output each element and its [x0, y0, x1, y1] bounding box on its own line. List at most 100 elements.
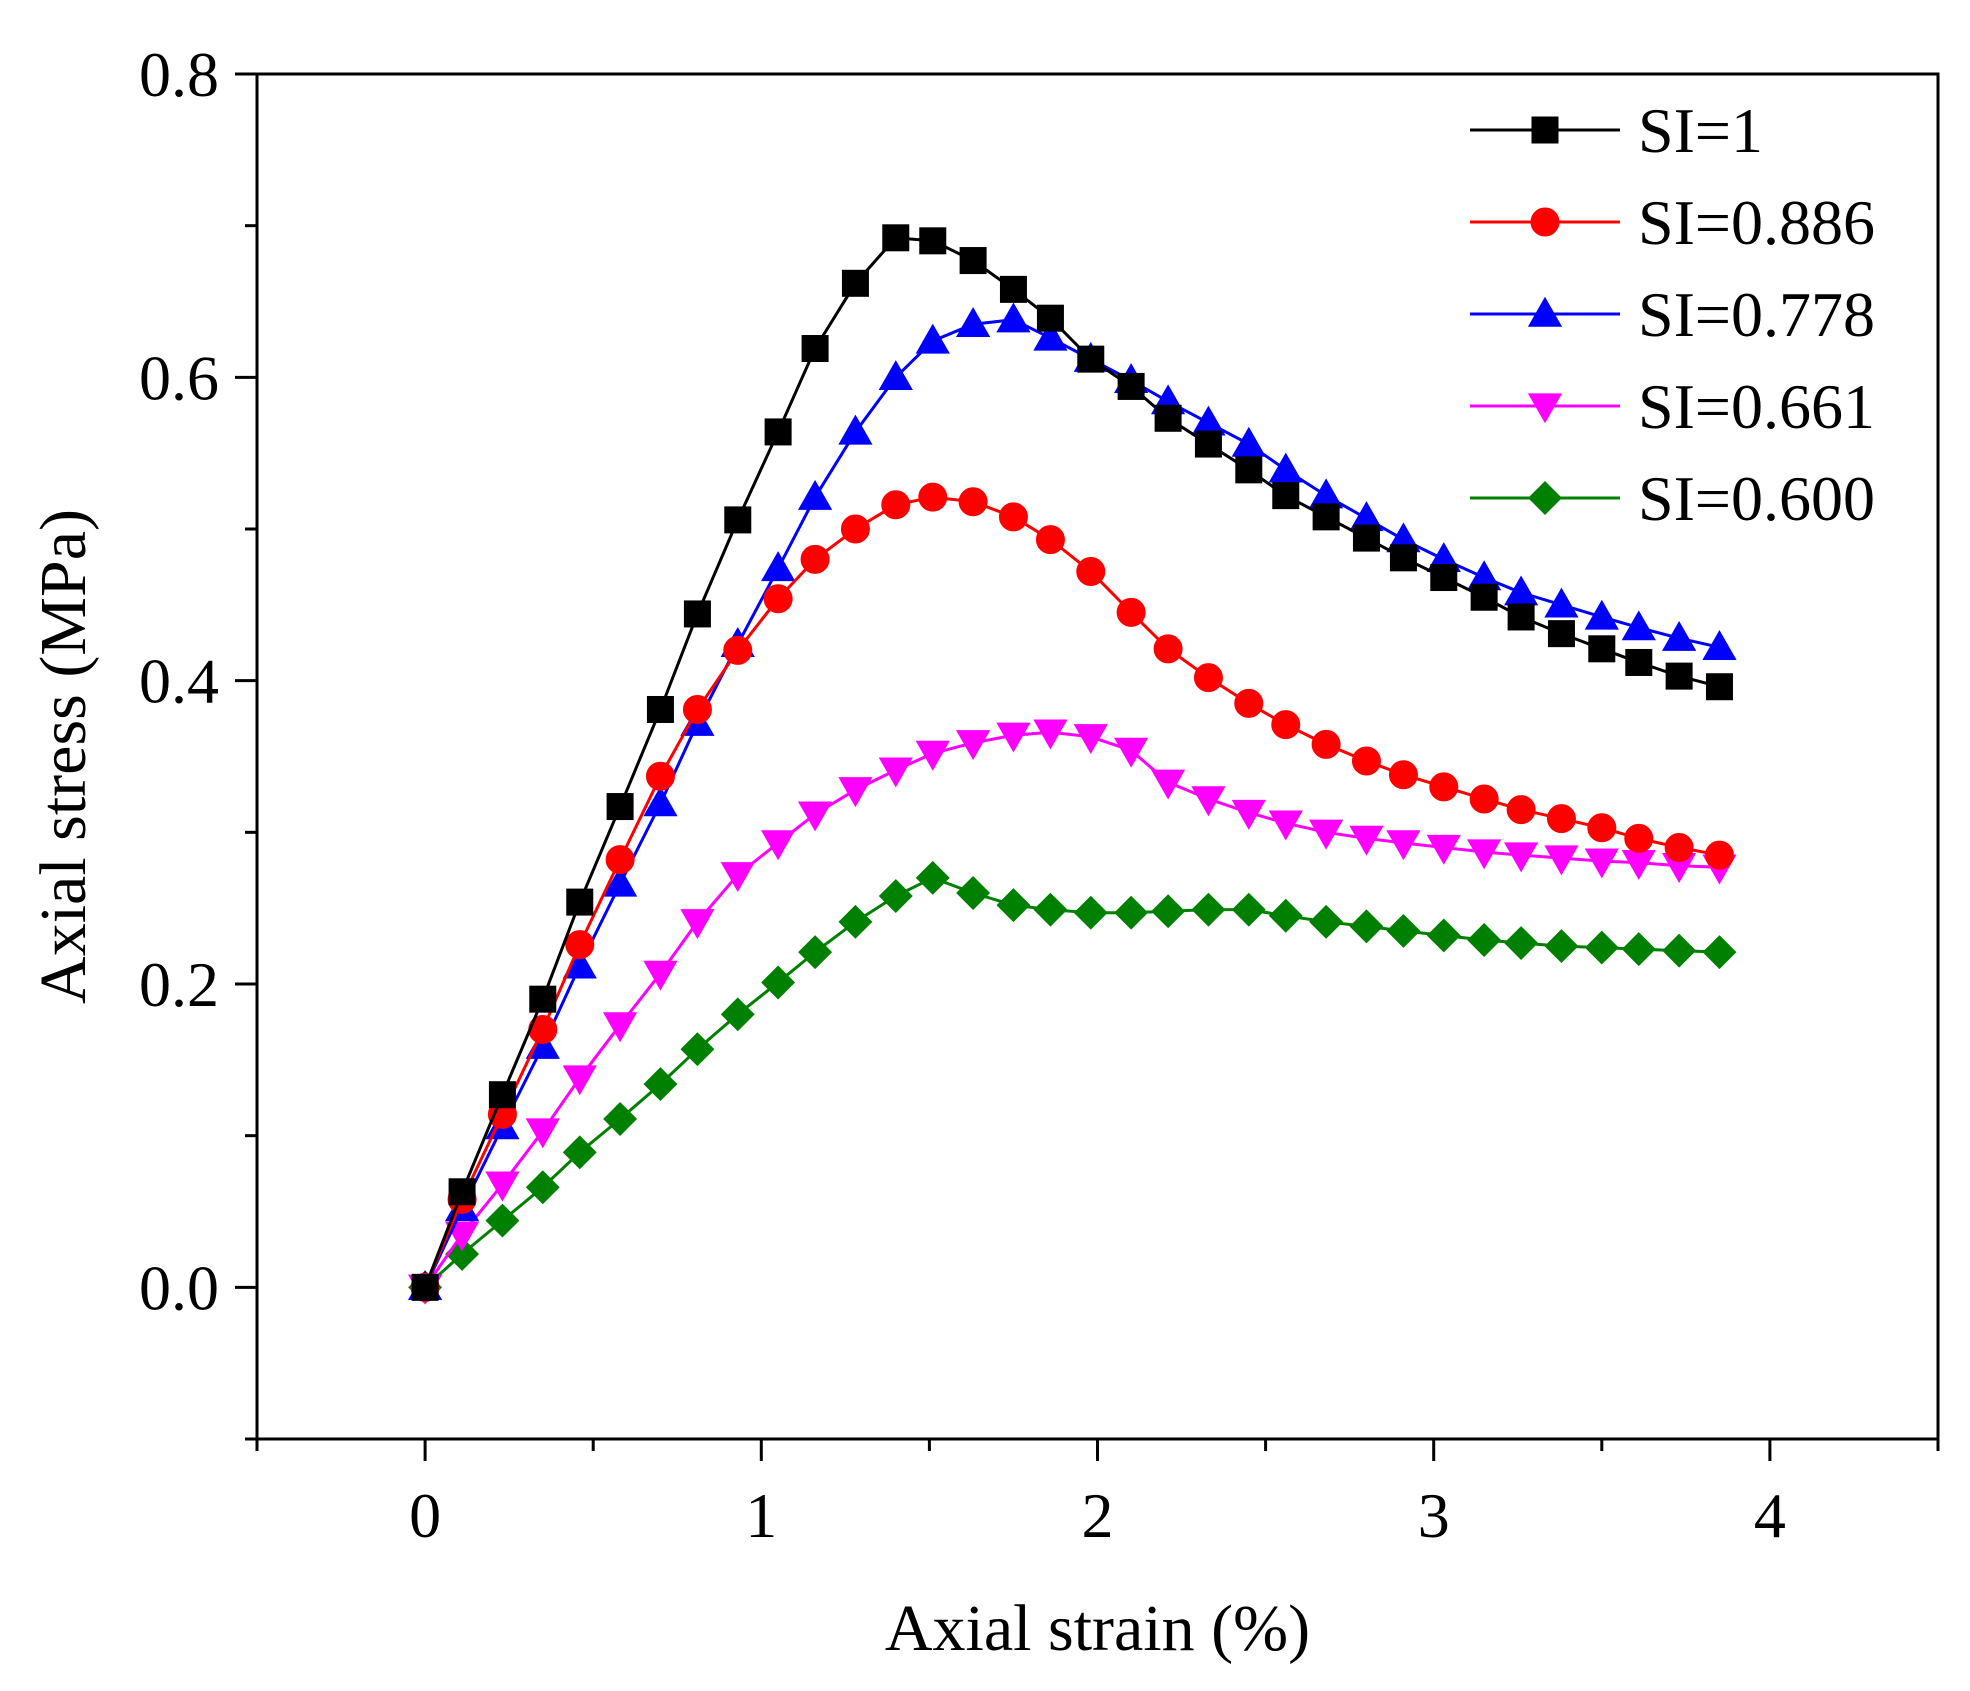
data-point: [1621, 932, 1656, 967]
data-point: [878, 757, 913, 788]
data-point: [723, 635, 753, 665]
data-point: [411, 1273, 439, 1301]
data-point: [1076, 556, 1106, 586]
data-point: [800, 544, 830, 574]
data-point: [996, 302, 1031, 333]
data-point: [959, 247, 987, 275]
data-point: [1073, 724, 1108, 755]
data-point: [801, 335, 829, 363]
data-point: [1621, 610, 1656, 641]
series-line: [424, 876, 1720, 1289]
data-point: [1154, 404, 1182, 432]
data-point: [1467, 839, 1502, 870]
data-point: [999, 275, 1027, 303]
data-point: [1114, 895, 1149, 930]
data-point: [1268, 810, 1303, 841]
data-point: [1033, 892, 1068, 927]
data-point: [1470, 583, 1498, 611]
data-point: [1584, 599, 1619, 630]
data-point: [915, 860, 950, 895]
data-point: [603, 1102, 638, 1136]
data-point: [1117, 372, 1145, 400]
data-point: [1386, 830, 1421, 861]
data-point: [1033, 719, 1068, 750]
data-point: [996, 722, 1031, 753]
data-point: [838, 777, 873, 808]
data-point: [1504, 842, 1539, 873]
series-line: [423, 495, 1720, 1288]
legend-item: SI=0.600: [1470, 463, 1875, 534]
data-point: [605, 845, 635, 875]
data-point: [1386, 913, 1421, 948]
data-point: [1312, 503, 1340, 531]
data-point: [1426, 834, 1461, 865]
legend-marker: [1528, 481, 1562, 515]
data-point: [1033, 320, 1068, 351]
data-point: [1309, 819, 1344, 850]
data-point: [1705, 673, 1733, 701]
data-point: [1544, 929, 1579, 964]
data-point: [878, 360, 913, 391]
x-tick-label: 3: [1418, 1480, 1450, 1551]
legend-item: SI=0.778: [1470, 279, 1875, 350]
series-line: [423, 318, 1720, 1288]
data-point: [720, 862, 755, 893]
data-point: [1231, 892, 1266, 927]
data-point: [606, 793, 634, 821]
legend-label: SI=0.886: [1638, 187, 1875, 258]
legend-marker: [1530, 207, 1560, 237]
data-point: [1309, 904, 1344, 939]
data-point: [1352, 524, 1380, 552]
y-tick-label: 0.4: [139, 646, 219, 717]
data-point: [1268, 452, 1303, 483]
series-5: [408, 860, 1737, 1305]
data-point: [1150, 769, 1186, 800]
data-point: [562, 1065, 597, 1096]
data-point: [761, 965, 796, 1000]
data-point: [683, 600, 711, 628]
data-point: [915, 323, 950, 354]
data-point: [1191, 892, 1226, 927]
data-point: [643, 786, 678, 817]
data-point: [724, 506, 752, 534]
x-tick-label: 1: [745, 1480, 777, 1551]
data-point: [682, 694, 712, 724]
data-point: [763, 584, 793, 614]
data-point: [566, 888, 594, 916]
data-point: [643, 960, 678, 991]
data-point: [1035, 525, 1065, 555]
data-point: [485, 1171, 520, 1202]
x-tick-label: 0: [409, 1480, 441, 1551]
legend-marker: [1527, 393, 1563, 424]
data-point: [645, 761, 675, 791]
data-point: [998, 502, 1028, 532]
data-point: [1587, 813, 1617, 843]
data-point: [1231, 799, 1266, 830]
data-point: [448, 1178, 476, 1206]
series-line: [423, 236, 1720, 1288]
data-point: [878, 879, 913, 913]
data-point: [1588, 635, 1616, 663]
data-point: [562, 1135, 597, 1170]
data-point: [1077, 345, 1105, 373]
data-point: [1467, 923, 1502, 957]
data-point: [680, 909, 715, 940]
data-point: [1349, 909, 1384, 944]
data-point: [602, 1012, 638, 1043]
legend-label: SI=0.661: [1638, 371, 1875, 442]
data-point: [797, 479, 833, 510]
data-point: [1507, 603, 1535, 631]
data-point: [1584, 848, 1619, 879]
data-point: [1311, 729, 1341, 759]
data-point: [646, 695, 674, 723]
x-tick-label: 2: [1082, 1480, 1114, 1551]
data-point: [1235, 456, 1263, 484]
legend-label: SI=0.778: [1638, 279, 1875, 350]
data-point: [680, 1032, 715, 1067]
data-point: [1114, 737, 1149, 768]
data-point: [955, 730, 991, 761]
y-tick-label: 0.8: [139, 39, 219, 110]
data-point: [956, 876, 991, 910]
